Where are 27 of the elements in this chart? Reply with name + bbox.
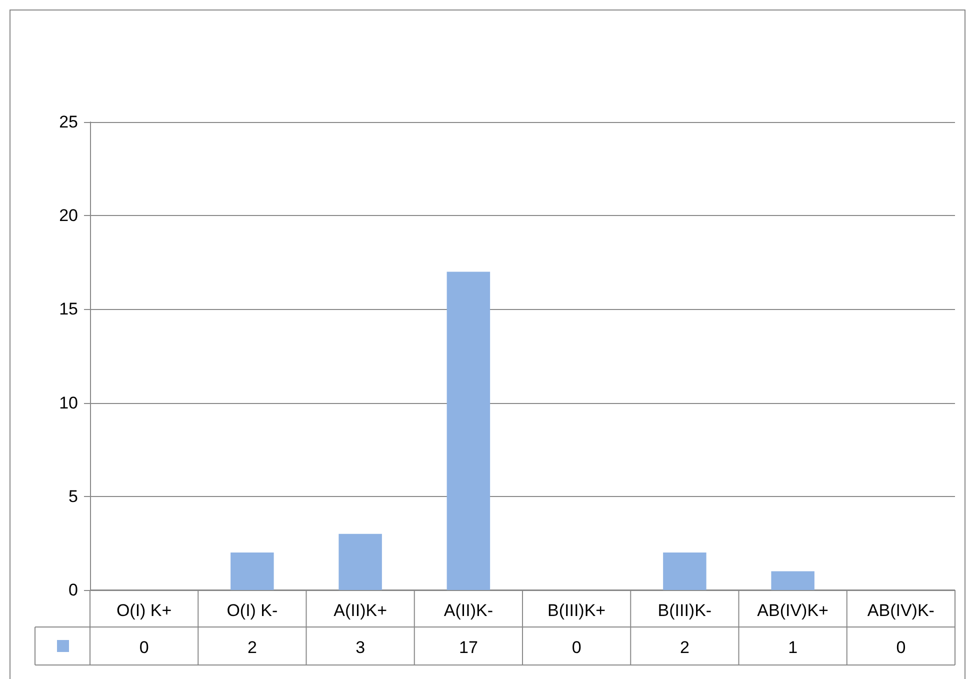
x-tick-label: AB(IV)K+ (757, 601, 829, 620)
x-tick-label: B(III)K+ (548, 601, 606, 620)
x-tick-label: B(III)K- (658, 601, 712, 620)
data-label: 0 (139, 638, 149, 657)
y-tick-label: 10 (59, 393, 78, 412)
data-label: 2 (680, 638, 690, 657)
bar (230, 552, 274, 590)
x-tick-label: O(I) K+ (116, 601, 172, 620)
bar (771, 571, 814, 590)
y-tick-label: 15 (59, 300, 78, 319)
y-tick-label: 25 (59, 112, 78, 132)
bar (338, 534, 382, 590)
bar (446, 272, 490, 590)
x-tick-label: AB(IV)K- (867, 601, 934, 620)
y-tick-label: 5 (68, 486, 78, 506)
x-tick-label: O(I) K- (226, 601, 278, 620)
data-label: 0 (896, 638, 906, 657)
data-label: 1 (788, 638, 798, 657)
x-tick-label: A(II)K+ (334, 601, 388, 620)
data-label: 17 (458, 638, 478, 657)
data-label: 2 (247, 638, 257, 657)
data-label: 0 (572, 638, 582, 657)
y-tick-label: 0 (68, 580, 78, 600)
x-tick-label: A(II)K- (444, 601, 493, 620)
y-tick-label: 20 (59, 206, 78, 226)
data-label: 3 (356, 638, 366, 657)
bar (663, 552, 706, 590)
